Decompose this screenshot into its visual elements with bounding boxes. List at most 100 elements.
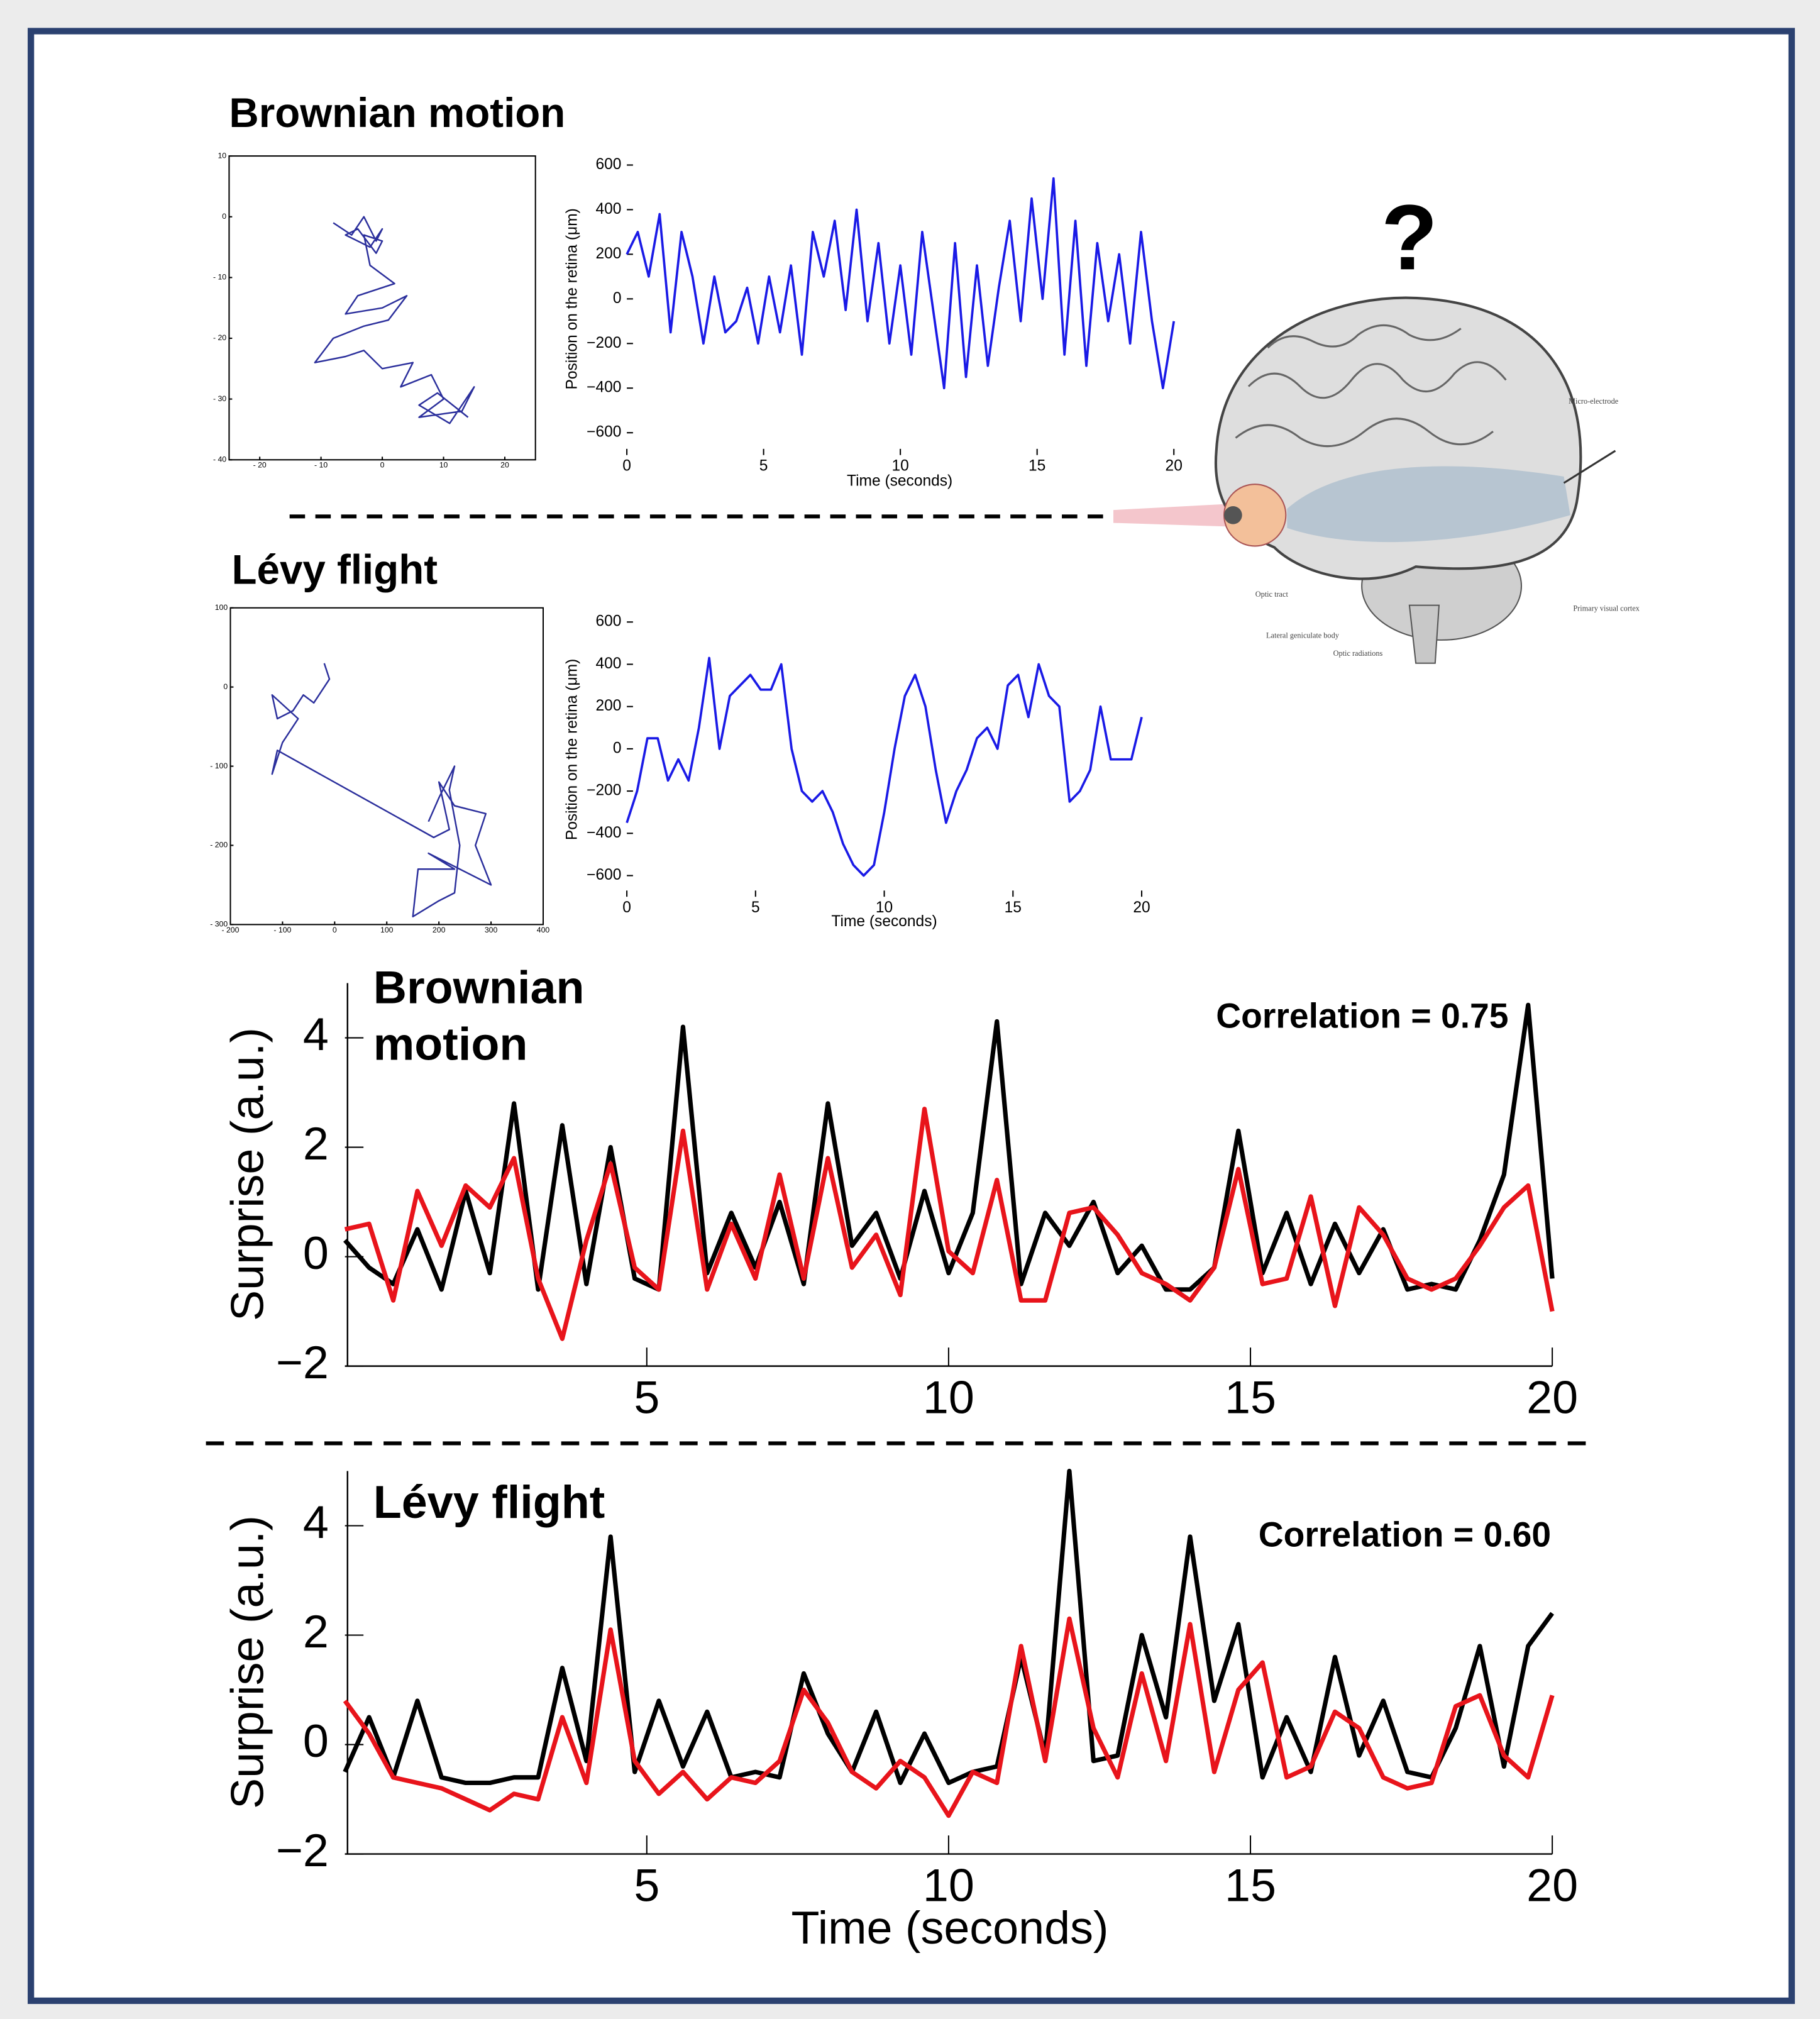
illustration-label: Primary visual cortex: [1573, 604, 1640, 613]
x-tick-label: 20: [1526, 1371, 1578, 1423]
annotation: Correlation = 0.60: [1259, 1515, 1551, 1554]
x-tick-label: 20: [500, 461, 509, 470]
data-line: [271, 663, 492, 918]
chart-title: Lévy flight: [373, 1475, 605, 1529]
x-tick-label: 5: [751, 899, 760, 916]
x-tick-label: 15: [1225, 1371, 1276, 1423]
x-tick-label: 20: [1526, 1859, 1578, 1911]
y-tick-label: - 300: [210, 920, 228, 929]
annotation: Correlation = 0.75: [1216, 996, 1508, 1035]
chart-title-box: Brownian motion: [373, 960, 585, 1070]
y-tick-label: 0: [303, 1227, 329, 1279]
illustration-label: Optic radiations: [1333, 649, 1383, 658]
chart-title: Lévy flight: [232, 547, 438, 593]
y-tick-label: 400: [596, 201, 622, 218]
data-line: [343, 1616, 1555, 1818]
y-tick-label: 0: [303, 1715, 329, 1767]
y-tick-label: - 20: [213, 333, 226, 342]
y-tick-label: 4: [303, 1008, 329, 1060]
illustration-label: Micro-electrode: [1569, 397, 1619, 406]
y-tick-label: −600: [587, 424, 621, 441]
x-tick-label: 0: [622, 458, 631, 475]
y-tick-label: 10: [218, 151, 226, 160]
question-mark: ?: [1381, 186, 1438, 289]
x-tick-label: 10: [891, 458, 908, 475]
y-tick-label: - 10: [213, 273, 226, 282]
optic-radiation: [1287, 466, 1570, 543]
y-tick-label: 200: [596, 697, 622, 714]
y-tick-label: 2: [303, 1117, 329, 1170]
x-tick-label: 5: [634, 1859, 659, 1911]
chart-title: Brownian motion: [229, 90, 565, 136]
y-tick-label: −2: [276, 1824, 329, 1876]
data-line: [626, 177, 1176, 390]
y-tick-label: −200: [587, 335, 621, 351]
x-tick-label: - 20: [253, 461, 267, 470]
x-tick-label: - 10: [314, 461, 328, 470]
data-line: [344, 1107, 1555, 1341]
data-line: [314, 216, 475, 424]
y-tick-label: - 100: [210, 761, 228, 770]
x-tick-label: 20: [1166, 458, 1183, 475]
illustration-label: Lateral geniculate body: [1266, 631, 1340, 640]
y-axis-label: Position on the retina (μm): [564, 659, 581, 840]
y-axis-label: Surprise (a.u.): [221, 1515, 273, 1809]
x-tick-label: 20: [1133, 899, 1150, 916]
x-tick-label: 10: [923, 1371, 974, 1423]
x-tick-label: 200: [433, 926, 446, 934]
x-tick-label: 5: [634, 1371, 659, 1423]
chart: −600 −400 −200 0 200 400 600 0 5 10 15 20 Position o…: [564, 613, 1150, 930]
y-tick-label: 0: [222, 212, 226, 221]
y-tick-label: −2: [276, 1336, 329, 1388]
y-tick-label: 200: [596, 245, 622, 262]
illustration-label: Optic tract: [1255, 590, 1289, 599]
x-tick-label: 15: [1029, 458, 1045, 475]
y-tick-label: −400: [587, 379, 621, 396]
x-tick-label: - 100: [273, 926, 291, 934]
y-axis-label: Position on the retina (μm): [564, 208, 581, 389]
y-axis-label: Surprise (a.u.): [221, 1027, 273, 1321]
chart: −2 0 2 4 5 10 15 20 Lévy flight Correlation = 0.6…: [221, 1468, 1578, 1954]
y-tick-label: 0: [613, 739, 622, 756]
data-line: [343, 1002, 1555, 1292]
chart: 10 0 - 10 - 20 - 30 - 40 - 20 - 10 0 10 20 Brownian…: [213, 90, 565, 470]
x-axis-label: Time (seconds): [847, 473, 952, 490]
brainstem: [1408, 604, 1440, 664]
gyri: [1235, 324, 1507, 448]
light-beam: [1113, 503, 1236, 527]
y-tick-label: −600: [587, 866, 621, 883]
x-tick-label: - 200: [221, 926, 239, 934]
chart-title-box: Lévy flight: [373, 1475, 605, 1529]
y-tick-label: 0: [613, 290, 622, 307]
y-tick-label: −200: [587, 782, 621, 799]
y-tick-label: - 30: [213, 394, 226, 403]
x-tick-label: 10: [876, 899, 893, 916]
x-axis-label: Time (seconds): [831, 913, 937, 930]
chart-title: Brownian motion: [373, 960, 585, 1070]
y-tick-label: 0: [223, 682, 228, 691]
data-line: [626, 656, 1143, 877]
y-tick-label: −400: [587, 824, 621, 841]
x-tick-label: 300: [485, 926, 498, 934]
x-tick-label: 15: [1225, 1859, 1276, 1911]
brain-illustration: ? Micro-electrode Optic tract Lateral ge…: [1113, 186, 1640, 664]
x-tick-label: 10: [439, 461, 448, 470]
x-tick-label: 15: [1005, 899, 1022, 916]
chart: −600 −400 −200 0 200 400 600 0 5 10 15 20 Position o…: [564, 156, 1183, 490]
y-tick-label: - 40: [213, 455, 226, 464]
pupil: [1224, 506, 1242, 524]
y-tick-label: 400: [596, 655, 622, 672]
x-tick-label: 0: [380, 461, 385, 470]
x-axis-label: Time (seconds): [791, 1901, 1108, 1954]
electrode: [1563, 450, 1616, 484]
y-tick-label: 600: [596, 613, 622, 630]
x-tick-label: 0: [333, 926, 337, 934]
x-tick-label: 100: [380, 926, 394, 934]
chart: −2 0 2 4 5 10 15 20 Brownian motion Correlation =…: [221, 960, 1578, 1424]
x-tick-label: 5: [759, 458, 768, 475]
x-tick-label: 0: [622, 899, 631, 916]
y-tick-label: 4: [303, 1496, 329, 1548]
y-tick-label: 2: [303, 1605, 329, 1657]
